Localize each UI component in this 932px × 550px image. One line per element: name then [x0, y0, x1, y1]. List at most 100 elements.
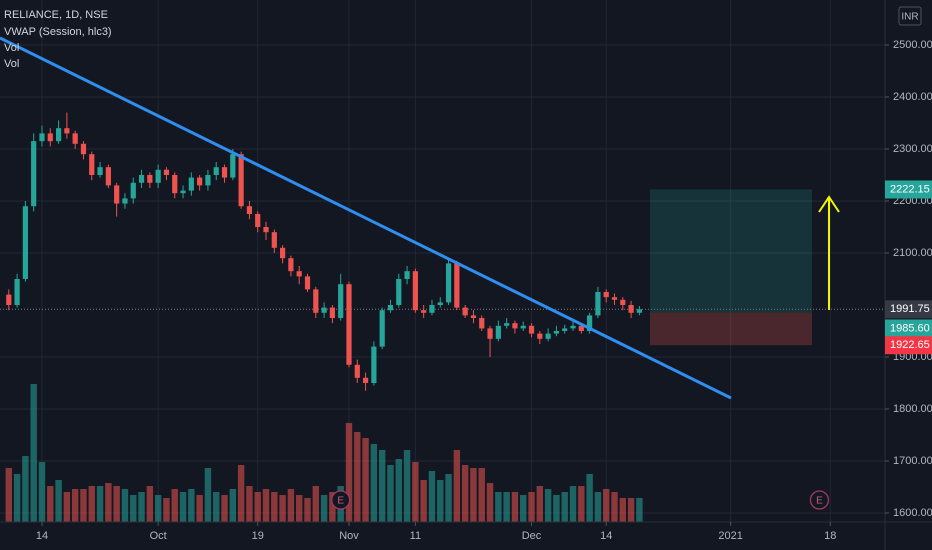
candle-body: [454, 263, 460, 308]
volume-bar: [453, 450, 461, 522]
volume-bar: [229, 489, 237, 522]
candle-body: [512, 323, 518, 329]
volume-bar: [544, 489, 552, 522]
y-tick-label: 2300.00: [893, 143, 932, 155]
price-label: 1991.75: [890, 303, 930, 315]
candle-body: [479, 317, 485, 329]
volume-bar: [627, 498, 635, 522]
price-label-box: [885, 336, 932, 355]
candle-body: [595, 291, 601, 316]
candle-body: [354, 364, 360, 378]
volume-bar: [5, 468, 12, 522]
candle-body: [263, 226, 269, 233]
volume-bar: [154, 495, 162, 522]
volume-bar: [362, 438, 369, 522]
volume-bar: [22, 456, 29, 522]
candle-body: [578, 325, 584, 331]
volume-bar: [262, 489, 270, 522]
volume-bar: [478, 468, 485, 522]
volume-bar: [428, 471, 436, 522]
price-label: 2222.15: [890, 183, 930, 195]
candle-body: [147, 174, 153, 183]
candle-body: [288, 258, 294, 272]
candle-body: [404, 271, 410, 279]
volume-bar: [121, 489, 129, 522]
volume-bar: [536, 486, 544, 522]
candle-body: [379, 310, 385, 347]
candle-body: [238, 154, 244, 207]
price-label-box: [885, 319, 932, 338]
candle-body: [396, 278, 402, 305]
candle-body: [329, 307, 335, 318]
volume-bar: [445, 474, 452, 522]
volume-bar: [30, 384, 37, 522]
candle-body: [304, 276, 311, 290]
candle-body: [545, 333, 551, 339]
candle-body: [636, 309, 642, 313]
volume-bar: [71, 489, 79, 522]
volume-bar: [88, 486, 95, 522]
candle-body: [55, 128, 62, 142]
candle-body: [562, 328, 568, 331]
candle-body: [221, 167, 228, 178]
candle-body: [470, 315, 477, 318]
volume-bar: [569, 486, 577, 522]
x-tick-label: 2021: [718, 530, 742, 542]
volume-bar: [171, 489, 178, 522]
volume-bar: [130, 495, 137, 522]
volume-bar: [47, 486, 54, 522]
x-tick-label: 19: [252, 530, 264, 542]
volume-bar: [138, 492, 145, 522]
candle-body: [570, 325, 576, 329]
volume-bar: [403, 450, 411, 522]
candle-body: [180, 190, 186, 194]
volume-bar: [528, 492, 535, 522]
x-tick-label: Nov: [339, 530, 359, 542]
volume-bar: [594, 492, 602, 522]
y-tick-label: 2500.00: [893, 39, 932, 51]
x-tick-label: 14: [600, 530, 612, 542]
volume-bar: [113, 486, 120, 522]
price-label: 1922.65: [890, 339, 930, 351]
volume-bar: [603, 489, 610, 522]
volume-bar: [55, 480, 62, 522]
candle-body: [280, 247, 286, 259]
volume-bar: [378, 450, 386, 522]
candle-body: [296, 271, 302, 277]
candle-body: [271, 232, 277, 248]
volume-bar: [304, 498, 311, 522]
candle-body: [72, 133, 78, 144]
candle-body: [313, 289, 319, 313]
currency[interactable]: INR: [901, 12, 918, 23]
volume-bar: [221, 495, 228, 522]
volume-bar: [38, 462, 46, 522]
y-tick-label: 2400.00: [893, 91, 932, 103]
volume-bar: [80, 489, 87, 522]
volume-bar: [578, 486, 585, 522]
y-tick-label: 1600.00: [893, 507, 932, 519]
currency-box[interactable]: [898, 6, 922, 26]
candle-body: [230, 154, 236, 178]
candle-body: [528, 325, 535, 334]
volume-bar: [196, 495, 203, 522]
candle-body: [97, 167, 103, 175]
volume-bar: [387, 465, 394, 522]
indicator-label: Vol: [4, 42, 19, 54]
volume-bar: [503, 492, 510, 522]
volume-bar: [271, 492, 278, 522]
candle-body: [429, 304, 435, 313]
loss-zone: [650, 312, 812, 346]
candle-body: [421, 310, 427, 313]
earnings-label: E: [816, 496, 823, 507]
volume-bar: [254, 492, 261, 522]
candle-body: [47, 133, 53, 142]
x-tick-label: 18: [824, 530, 836, 542]
volume-bar: [370, 444, 378, 522]
volume-bar: [461, 465, 469, 522]
volume-bar: [287, 489, 295, 522]
candle-body: [130, 182, 136, 199]
volume-bar: [204, 468, 212, 522]
volume-bar: [213, 492, 220, 522]
candle-body: [553, 330, 560, 334]
